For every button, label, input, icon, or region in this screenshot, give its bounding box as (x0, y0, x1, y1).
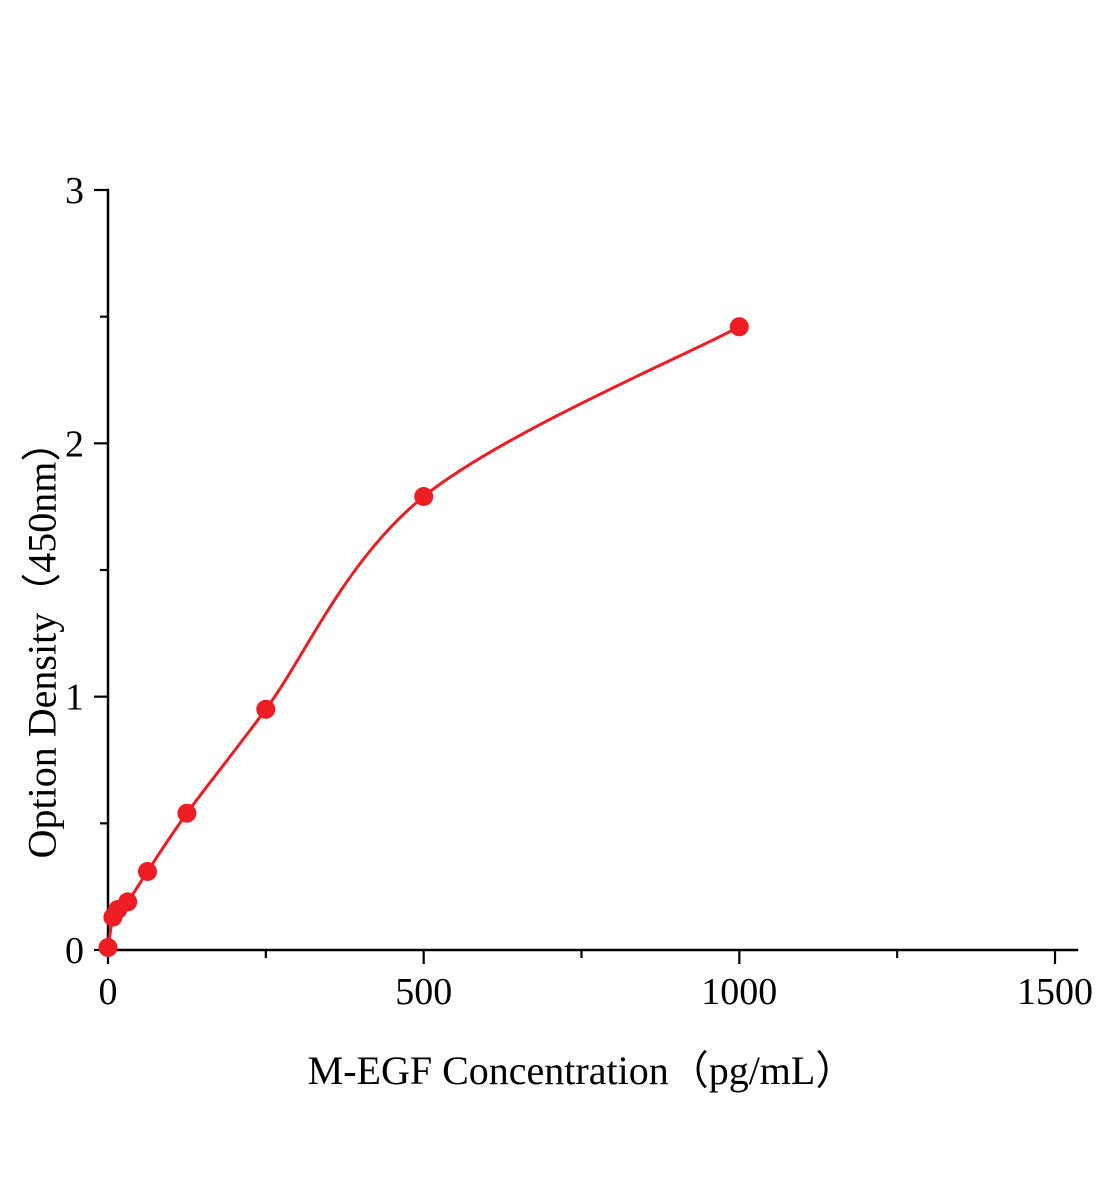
x-axis-title: M-EGF Concentration（pg/mL） (307, 1048, 856, 1093)
data-point-marker (729, 317, 749, 337)
x-tick-label: 500 (395, 971, 452, 1013)
data-point-marker (138, 862, 157, 881)
axes (106, 188, 1079, 952)
y-tick-label: 2 (65, 423, 84, 465)
data-point-marker (414, 487, 434, 506)
y-tick-label: 0 (65, 930, 84, 972)
data-point-marker (256, 699, 276, 719)
axis-ticks (94, 188, 1057, 964)
data-point-marker (118, 892, 138, 912)
y-tick-label: 1 (65, 677, 84, 719)
data-point-marker (98, 938, 118, 957)
data-points (98, 317, 749, 957)
y-tick-label: 3 (65, 170, 84, 212)
x-tick-label: 1500 (1017, 971, 1093, 1013)
tick-labels: 0 500 1000 1500 0 1 2 3 (65, 170, 1093, 1013)
x-tick-label: 0 (99, 971, 118, 1013)
data-point-marker (177, 803, 197, 823)
fit-curve (106, 325, 741, 948)
x-tick-label: 1000 (701, 971, 777, 1013)
